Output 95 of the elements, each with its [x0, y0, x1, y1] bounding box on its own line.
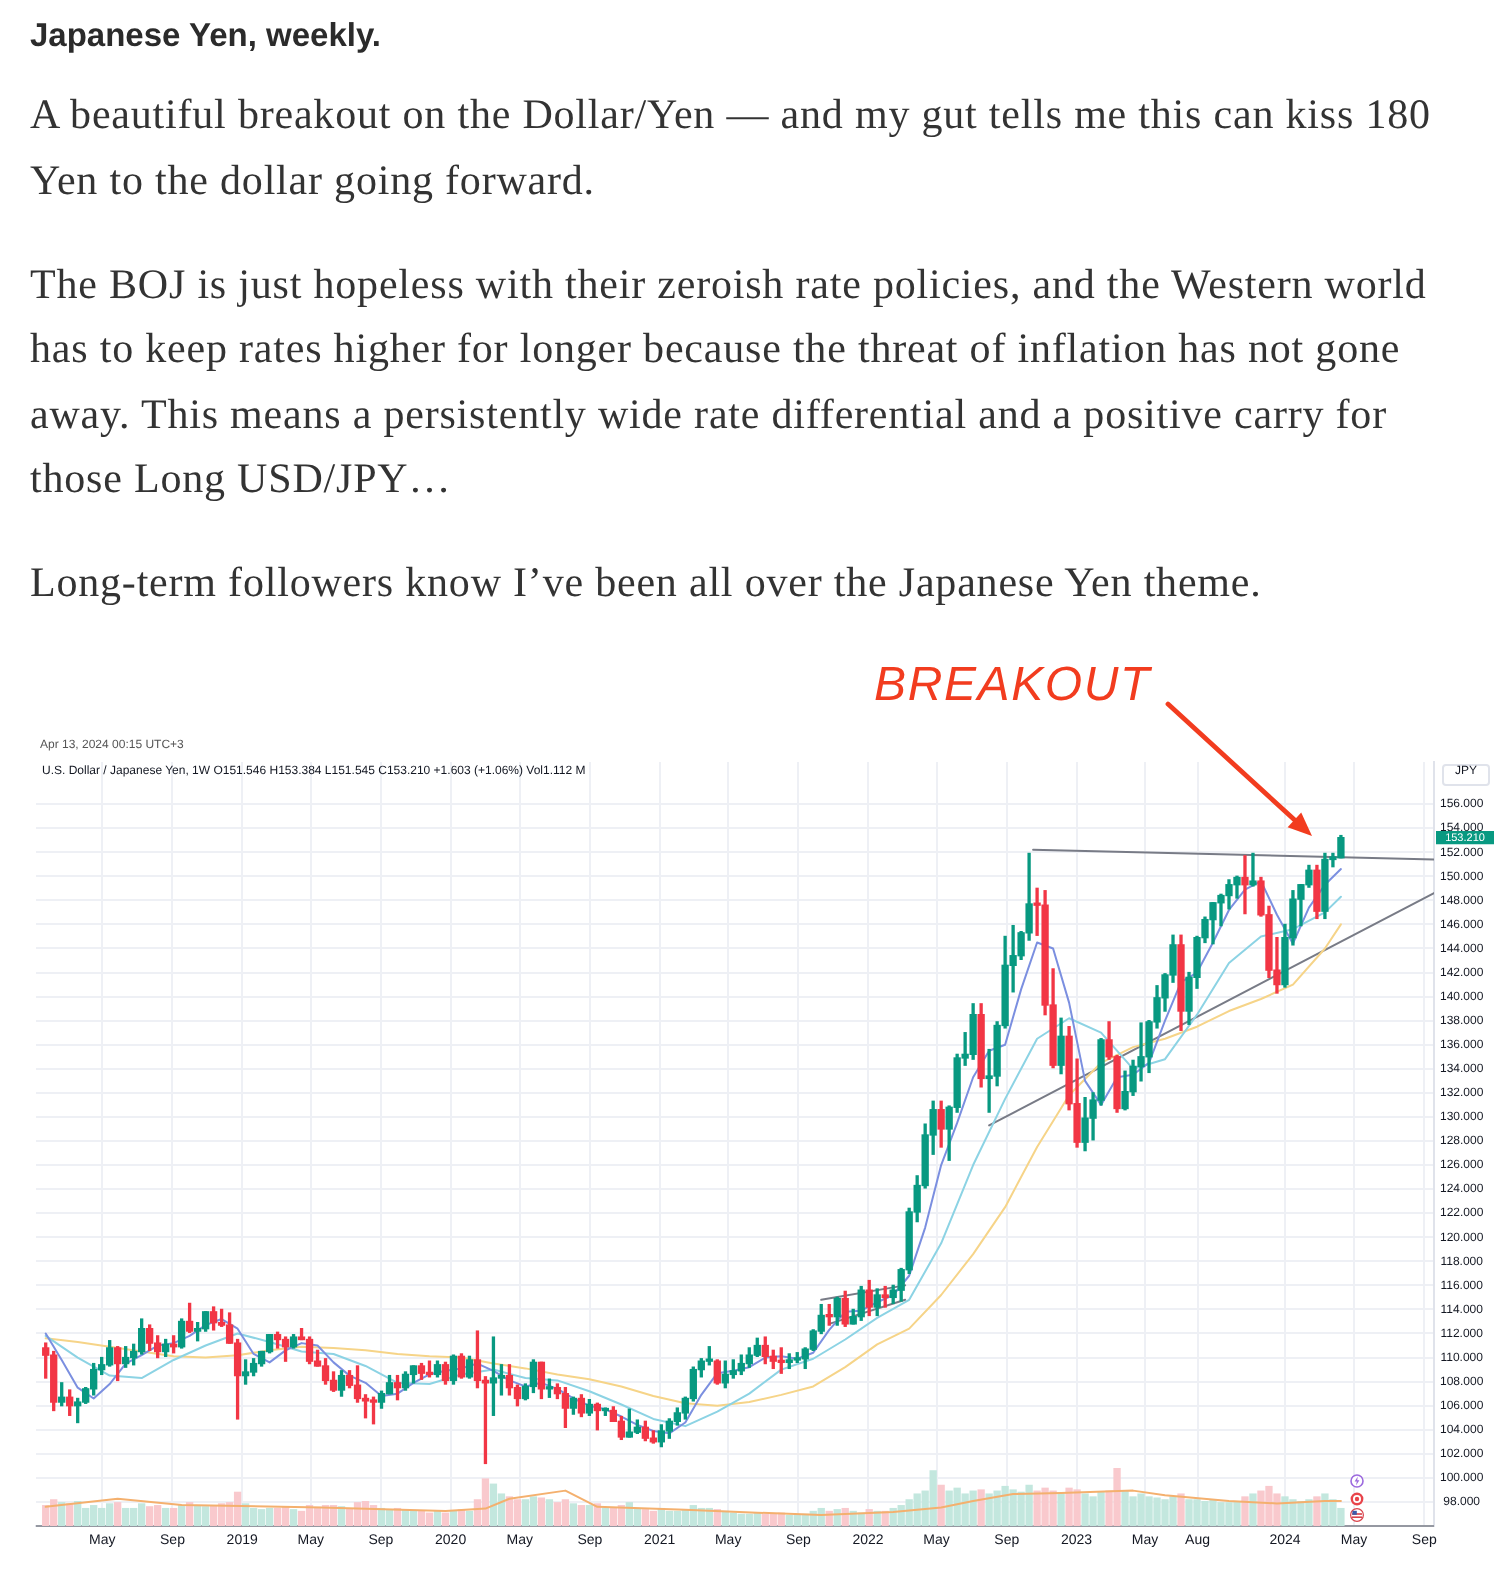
bar	[249, 1507, 258, 1526]
bar	[953, 1487, 961, 1526]
bar	[90, 1505, 98, 1526]
bar	[106, 1503, 114, 1526]
bar	[633, 1507, 642, 1526]
bar	[129, 1507, 138, 1526]
bar	[977, 1489, 985, 1526]
bar	[945, 1490, 953, 1526]
bar	[1273, 1493, 1281, 1526]
bar	[345, 1507, 354, 1526]
bar	[161, 1507, 170, 1526]
bar	[961, 1493, 969, 1526]
bar	[529, 1496, 538, 1526]
bar	[153, 1505, 162, 1526]
bar	[673, 1510, 681, 1526]
bar	[409, 1510, 418, 1526]
bar	[257, 1509, 266, 1526]
bar	[177, 1505, 186, 1526]
bar	[521, 1499, 530, 1526]
bar	[537, 1497, 546, 1526]
bar	[145, 1506, 154, 1526]
bar	[114, 1502, 122, 1526]
text: The BOJ is just hopeless with their zeroish rate policies, and the Western world has to keep rates higher for longer because the threat of inflation has not gone away. This means a persistently wide rate differential and a positive carry for those Long USD/JPY…	[30, 257, 1429, 506]
text: Long-term followers know I’ve been all over the Japanese Yen theme.	[30, 556, 1264, 610]
bar	[82, 1507, 90, 1526]
bar	[1169, 1496, 1177, 1526]
bar	[1065, 1487, 1073, 1526]
bar	[1073, 1489, 1081, 1526]
bar	[1057, 1493, 1065, 1526]
bar	[1329, 1499, 1337, 1526]
bar	[1097, 1491, 1105, 1526]
bar	[1305, 1499, 1313, 1526]
bar	[1033, 1490, 1041, 1526]
bar	[1281, 1496, 1289, 1526]
bar	[545, 1499, 554, 1526]
bar	[122, 1507, 130, 1526]
bar	[769, 1513, 777, 1526]
bar	[201, 1506, 210, 1526]
bar	[1177, 1493, 1185, 1526]
bar	[569, 1503, 578, 1526]
bar	[1113, 1468, 1121, 1526]
bar	[425, 1512, 434, 1526]
bar	[449, 1510, 458, 1526]
bar	[985, 1493, 993, 1526]
bar	[929, 1470, 937, 1526]
bar	[289, 1509, 298, 1526]
bar	[481, 1478, 490, 1526]
bar	[1257, 1490, 1265, 1526]
bar	[665, 1510, 673, 1526]
bar	[649, 1510, 657, 1526]
bar	[513, 1499, 522, 1526]
bar	[137, 1503, 146, 1526]
bar	[1321, 1493, 1329, 1526]
bar	[993, 1490, 1001, 1526]
bar	[1049, 1490, 1057, 1526]
bar	[737, 1513, 745, 1526]
bar	[577, 1505, 586, 1526]
bar	[561, 1499, 570, 1526]
bar	[98, 1507, 106, 1526]
bar	[1185, 1499, 1193, 1526]
bar	[505, 1496, 514, 1526]
bar	[745, 1513, 753, 1526]
bar	[1121, 1490, 1129, 1526]
text: A beautiful breakout on the Dollar/Yen — and my gut tells me this can kiss 180 Yen to the dollar going forward.	[30, 88, 1433, 207]
bar	[1081, 1493, 1089, 1526]
bar	[297, 1510, 306, 1526]
bar	[273, 1507, 282, 1526]
bar	[553, 1502, 562, 1526]
bar	[265, 1507, 274, 1526]
bar	[1337, 1507, 1345, 1526]
bar	[785, 1514, 793, 1526]
bar	[937, 1484, 945, 1526]
bar	[193, 1505, 202, 1526]
bar	[385, 1509, 394, 1526]
bar	[417, 1510, 426, 1526]
bar	[465, 1510, 474, 1526]
bar	[1025, 1484, 1033, 1526]
bar	[1233, 1500, 1241, 1526]
bar	[609, 1507, 618, 1526]
bar	[729, 1512, 737, 1526]
bar	[969, 1490, 977, 1526]
chart-title: Japanese Yen, weekly.	[30, 18, 382, 56]
bar	[761, 1513, 769, 1526]
bar	[585, 1505, 594, 1526]
bar	[641, 1509, 649, 1526]
bar	[1249, 1493, 1257, 1526]
bar	[1313, 1496, 1321, 1526]
text: BREAKOUT	[874, 657, 1151, 714]
bar	[169, 1507, 178, 1526]
bar	[441, 1512, 450, 1526]
bar	[42, 1505, 50, 1526]
bar	[913, 1493, 921, 1526]
bar	[1241, 1496, 1249, 1526]
bar	[793, 1514, 801, 1526]
bar	[601, 1507, 610, 1526]
